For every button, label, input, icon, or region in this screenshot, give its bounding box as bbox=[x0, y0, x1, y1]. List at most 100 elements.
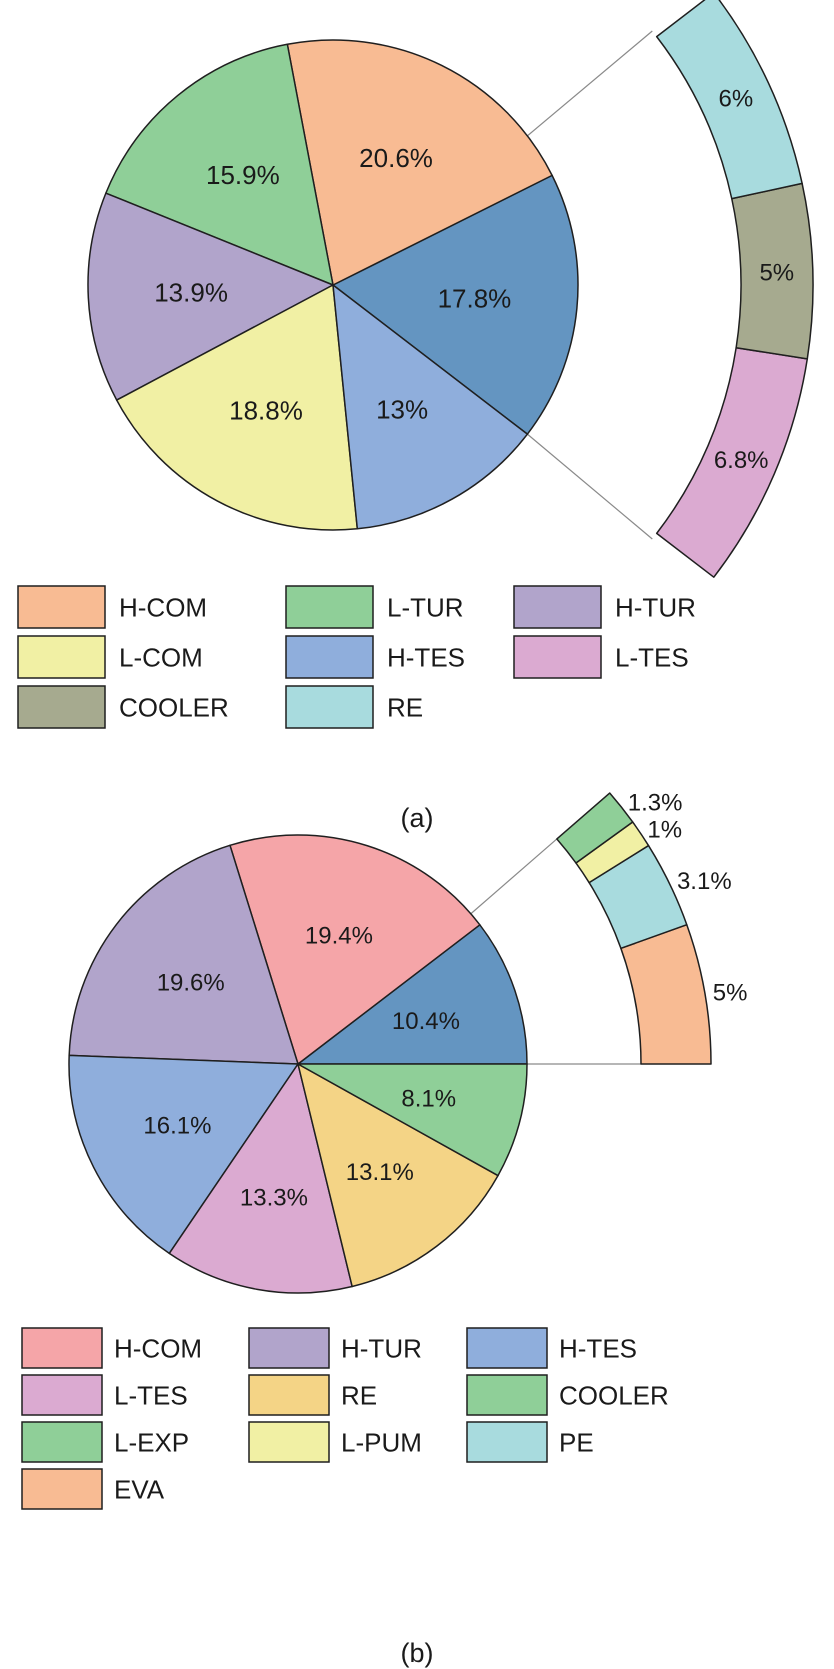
legend-label: H-TES bbox=[387, 642, 465, 672]
breakout-segment-label: 3.1% bbox=[677, 868, 732, 895]
breakout-segment-label: 1% bbox=[647, 817, 682, 844]
legend-label: PE bbox=[559, 1427, 594, 1457]
legend-swatch bbox=[248, 1421, 330, 1463]
legend-swatch bbox=[21, 1421, 103, 1463]
legend-swatch bbox=[17, 635, 106, 679]
pie-slice-l-tes bbox=[168, 1063, 353, 1294]
legend-swatch bbox=[285, 635, 374, 679]
pie-slice-label: 20.6% bbox=[359, 143, 433, 173]
legend-item-l-pum: L-PUM bbox=[248, 1421, 422, 1463]
breakout-connector-line bbox=[470, 838, 558, 915]
legend-item-cooler: COOLER bbox=[17, 685, 229, 729]
pie-slice-re bbox=[297, 1063, 499, 1288]
legend-label: L-TUR bbox=[387, 592, 464, 622]
pie-slice-h-tur bbox=[68, 844, 299, 1065]
legend-item-h-tur: H-TUR bbox=[248, 1327, 422, 1369]
breakout-segment-l-exp bbox=[556, 792, 634, 864]
legend-label: H-COM bbox=[119, 592, 207, 622]
legend-item-l-com: L-COM bbox=[17, 635, 203, 679]
legend-swatch bbox=[285, 585, 374, 629]
legend-label: L-COM bbox=[119, 642, 203, 672]
legend-swatch bbox=[466, 1327, 548, 1369]
legend-item-h-tes: H-TES bbox=[466, 1327, 637, 1369]
legend-item-l-exp: L-EXP bbox=[21, 1421, 189, 1463]
legend-item-l-tur: L-TUR bbox=[285, 585, 464, 629]
legend-item-l-tes: L-TES bbox=[513, 635, 689, 679]
legend-label: L-EXP bbox=[114, 1427, 189, 1457]
pie-slice-label: 19.6% bbox=[157, 969, 225, 996]
legend-label: L-TES bbox=[615, 642, 689, 672]
legend-swatch bbox=[21, 1468, 103, 1510]
pie-slice-label: 8.1% bbox=[401, 1085, 456, 1112]
legend-swatch bbox=[466, 1421, 548, 1463]
pie-slice-h-tes bbox=[332, 174, 579, 435]
legend-item-h-com: H-COM bbox=[21, 1327, 202, 1369]
pie-slice-label: 16.1% bbox=[143, 1112, 211, 1139]
legend-item-pe: PE bbox=[466, 1421, 594, 1463]
legend-label: COOLER bbox=[559, 1380, 669, 1410]
breakout-connector-line bbox=[526, 30, 653, 137]
breakout-segment-label: 6.8% bbox=[714, 447, 769, 474]
legend-swatch bbox=[513, 635, 602, 679]
legend-label: COOLER bbox=[119, 692, 229, 722]
legend-swatch bbox=[21, 1374, 103, 1416]
legend-item-h-tes: H-TES bbox=[285, 635, 465, 679]
pie-slice-label: 13.3% bbox=[240, 1184, 308, 1211]
panel-a-caption: (a) bbox=[401, 803, 434, 833]
legend-label: L-TES bbox=[114, 1380, 188, 1410]
legend: H-COM H-TUR H-TES L-TES RE COOLER L-EXP L-PUM PE… bbox=[21, 1327, 669, 1510]
legend-label: L-PUM bbox=[341, 1427, 422, 1457]
legend-swatch bbox=[17, 585, 106, 629]
pie-slice-l-com bbox=[115, 284, 359, 531]
pie-slice-other bbox=[332, 284, 529, 530]
pie-slice-label: 17.8% bbox=[438, 284, 512, 314]
pie-slice-h-com bbox=[286, 39, 553, 286]
panel-b-caption: (b) bbox=[401, 1638, 434, 1668]
legend-item-eva: EVA bbox=[21, 1468, 165, 1510]
legend-item-re: RE bbox=[248, 1374, 377, 1416]
legend-label: EVA bbox=[114, 1474, 165, 1504]
legend-swatch bbox=[285, 685, 374, 729]
legend-label: RE bbox=[341, 1380, 377, 1410]
legend-item-h-com: H-COM bbox=[17, 585, 207, 629]
pie-slice-h-com bbox=[229, 834, 481, 1065]
breakout-segment-re bbox=[655, 0, 803, 200]
pie-slice-label: 13.9% bbox=[154, 278, 228, 308]
legend-label: H-COM bbox=[114, 1333, 202, 1363]
pie-slice-label: 13.1% bbox=[346, 1159, 414, 1186]
pie-slice-l-tur bbox=[105, 43, 334, 286]
legend-swatch bbox=[513, 585, 602, 629]
legend-swatch bbox=[21, 1327, 103, 1369]
breakout-segment-label: 5% bbox=[713, 979, 748, 1006]
legend-swatch bbox=[248, 1327, 330, 1369]
legend-item-h-tur: H-TUR bbox=[513, 585, 696, 629]
pie-slice-label: 18.8% bbox=[229, 395, 303, 425]
panel-a-pie-chart: 17.8% 20.6% 15.9% 13.9% 18.8% 13% 6.8% 5% 6% H-CO… bbox=[17, 0, 814, 729]
pie-slice-label: 10.4% bbox=[392, 1008, 460, 1035]
legend-label: RE bbox=[387, 692, 423, 722]
legend-swatch bbox=[248, 1374, 330, 1416]
pie-slice-cooler bbox=[297, 1063, 528, 1177]
pie-slice-label: 15.9% bbox=[206, 160, 280, 190]
panel-b-pie-chart: 10.4% 19.4% 19.6% 16.1% 13.3% 13.1% 8.1% 5% 3.1%… bbox=[21, 790, 748, 1510]
breakout-segment-label: 1.3% bbox=[628, 790, 683, 817]
pie-slice-h-tes bbox=[68, 1054, 299, 1255]
pie-slice-label: 13% bbox=[376, 394, 428, 424]
legend-item-cooler: COOLER bbox=[466, 1374, 669, 1416]
legend-label: H-TUR bbox=[615, 592, 696, 622]
legend: H-COM L-TUR H-TUR L-COM H-TES L-TES COOLER RE bbox=[17, 585, 696, 729]
pie-slice-h-tur bbox=[87, 192, 334, 401]
breakout-connector-line bbox=[526, 433, 653, 540]
breakout-segment-label: 5% bbox=[759, 259, 794, 286]
pie-slice-label: 19.4% bbox=[305, 923, 373, 950]
breakout-segment-eva bbox=[620, 923, 712, 1065]
legend-label: H-TUR bbox=[341, 1333, 422, 1363]
legend-item-l-tes: L-TES bbox=[21, 1374, 188, 1416]
breakout-segment-label: 6% bbox=[719, 86, 754, 113]
legend-swatch bbox=[17, 685, 106, 729]
pie-slice-other bbox=[297, 924, 528, 1065]
legend-label: H-TES bbox=[559, 1333, 637, 1363]
legend-item-re: RE bbox=[285, 685, 423, 729]
legend-swatch bbox=[466, 1374, 548, 1416]
